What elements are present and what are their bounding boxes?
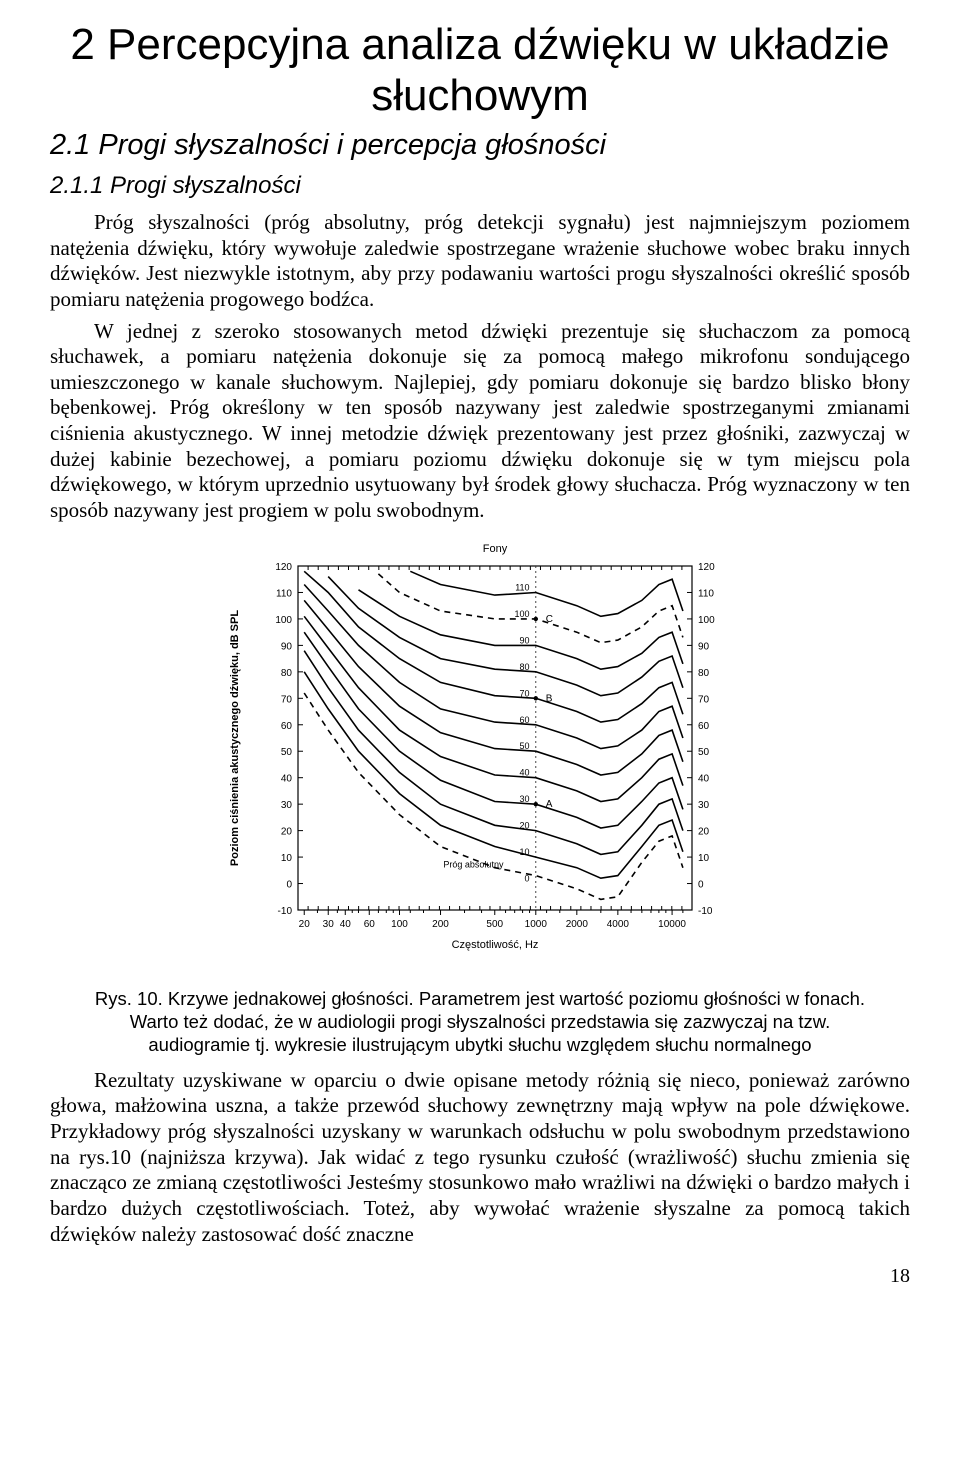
svg-text:120: 120 [698,562,715,573]
svg-text:100: 100 [698,614,715,625]
figure-10-caption: Rys. 10. Krzywe jednakowej głośności. Pa… [90,987,870,1056]
section-title: 2.1 Progi słyszalności i percepcja głośn… [50,129,910,162]
svg-text:30: 30 [698,800,710,811]
svg-text:0: 0 [525,873,530,883]
svg-text:60: 60 [364,919,376,930]
svg-text:Poziom ciśnienia akustycznego: Poziom ciśnienia akustycznego dźwięku, d… [229,609,241,865]
svg-text:10: 10 [698,853,710,864]
svg-text:20: 20 [299,919,311,930]
svg-text:-10: -10 [698,906,713,917]
svg-text:60: 60 [281,720,293,731]
paragraph-2-text: W jednej z szeroko stosowanych metod dźw… [50,319,910,522]
svg-text:110: 110 [515,582,529,592]
svg-text:B: B [546,693,553,704]
svg-text:60: 60 [698,720,710,731]
svg-text:Próg absolutny: Próg absolutny [443,859,504,869]
chapter-title: 2 Percepcyjna analiza dźwięku w układzie… [50,20,910,121]
svg-text:-10: -10 [278,906,293,917]
svg-text:90: 90 [698,641,710,652]
svg-text:2000: 2000 [566,919,589,930]
paragraph-1: Próg słyszalności (próg absolutny, próg … [50,210,910,312]
svg-text:90: 90 [281,641,293,652]
svg-text:10: 10 [281,853,293,864]
svg-text:100: 100 [275,614,292,625]
figure-10: -10 -10 0 0 10 10 20 20 30 30 40 40 50 50 60 60 70 70 80 80… [50,538,910,963]
subsection-title: 2.1.1 Progi słyszalności [50,172,910,200]
svg-text:80: 80 [520,661,530,671]
svg-text:60: 60 [520,714,530,724]
svg-text:30: 30 [281,800,293,811]
svg-text:70: 70 [281,694,293,705]
paragraph-3-text: Rezultaty uzyskiwane w oparciu o dwie op… [50,1068,910,1246]
svg-text:50: 50 [281,747,293,758]
paragraph-1-text: Próg słyszalności (próg absolutny, próg … [50,210,910,311]
loudness-chart: -10 -10 0 0 10 10 20 20 30 30 40 40 50 50 60 60 70 70 80 80… [220,538,740,958]
svg-text:50: 50 [698,747,710,758]
svg-text:120: 120 [275,562,292,573]
svg-text:20: 20 [281,826,293,837]
svg-text:50: 50 [520,741,530,751]
svg-text:30: 30 [520,794,530,804]
paragraph-3: Rezultaty uzyskiwane w oparciu o dwie op… [50,1068,910,1247]
svg-text:100: 100 [391,919,408,930]
svg-text:10000: 10000 [658,919,686,930]
svg-text:110: 110 [276,588,292,599]
svg-text:110: 110 [698,588,714,599]
svg-text:Częstotliwość, Hz: Częstotliwość, Hz [452,939,539,951]
svg-text:20: 20 [520,820,530,830]
svg-text:80: 80 [281,667,293,678]
svg-text:Fony: Fony [483,543,508,555]
svg-text:40: 40 [520,767,530,777]
svg-text:70: 70 [520,688,530,698]
svg-text:40: 40 [340,919,352,930]
svg-text:0: 0 [286,879,292,890]
svg-text:90: 90 [520,635,530,645]
svg-text:20: 20 [698,826,710,837]
svg-text:A: A [546,799,553,810]
svg-text:0: 0 [698,879,704,890]
svg-text:70: 70 [698,694,710,705]
svg-text:10: 10 [520,847,530,857]
svg-text:C: C [546,613,553,624]
svg-text:200: 200 [432,919,449,930]
svg-text:40: 40 [698,773,710,784]
svg-text:80: 80 [698,667,710,678]
svg-text:4000: 4000 [607,919,630,930]
svg-text:100: 100 [515,608,530,618]
paragraph-2: W jednej z szeroko stosowanych metod dźw… [50,319,910,524]
svg-text:30: 30 [323,919,335,930]
page-number: 18 [50,1265,910,1288]
svg-text:500: 500 [486,919,503,930]
svg-text:40: 40 [281,773,293,784]
svg-text:1000: 1000 [525,919,548,930]
